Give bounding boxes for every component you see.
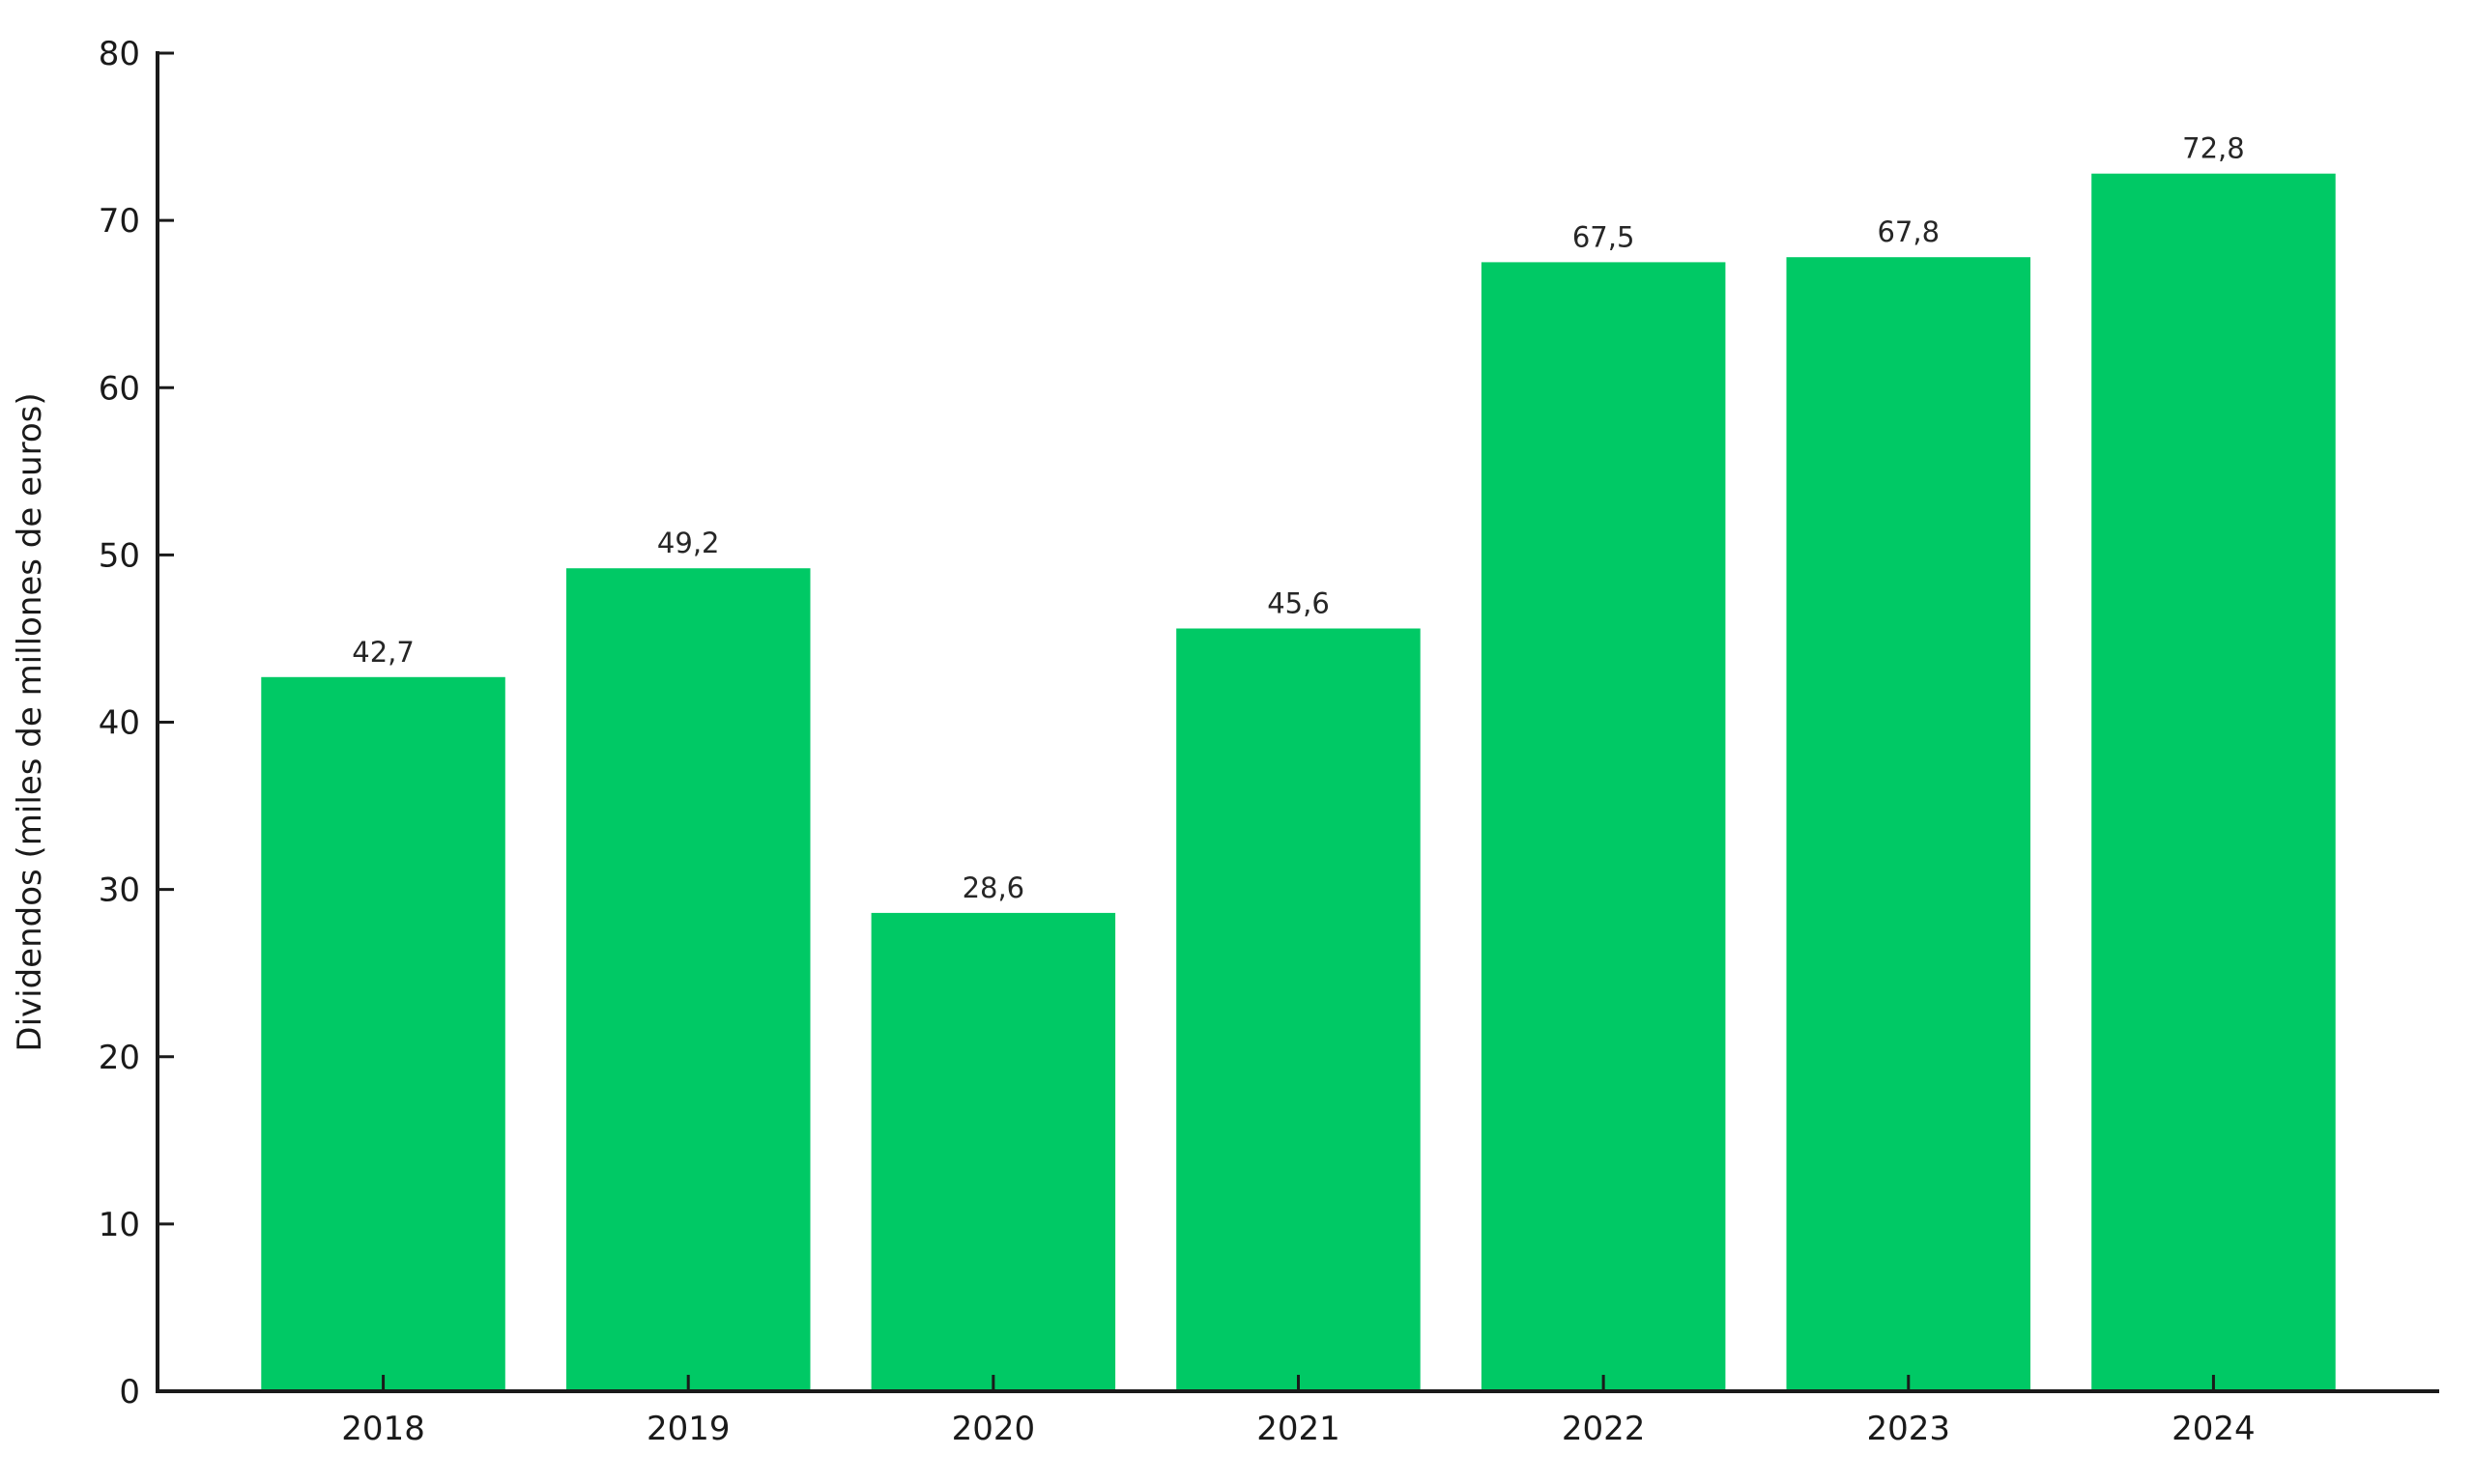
bar-value-label-2018: 42,7 [352, 636, 415, 669]
y-tick-label-80: 80 [99, 35, 140, 73]
x-tick-label-2023: 2023 [1867, 1410, 1951, 1448]
bar-2021 [1176, 628, 1421, 1391]
bar-2018 [261, 676, 505, 1391]
y-tick-label-30: 30 [99, 871, 140, 910]
bar-2024 [2091, 173, 2336, 1392]
y-tick-label-50: 50 [99, 536, 140, 575]
x-tick-label-2020: 2020 [952, 1410, 1036, 1448]
x-tick-label-2019: 2019 [647, 1410, 731, 1448]
x-tick-label-2018: 2018 [341, 1410, 425, 1448]
bar-value-label-2020: 28,6 [963, 871, 1025, 904]
bar-value-label-2024: 72,8 [2182, 132, 2245, 165]
bar-2019 [566, 568, 811, 1391]
bar-2023 [1786, 257, 2030, 1392]
x-tick-label-2024: 2024 [2172, 1410, 2256, 1448]
bar-value-label-2021: 45,6 [1267, 587, 1330, 620]
y-tick-label-40: 40 [99, 704, 140, 743]
y-tick-label-10: 10 [99, 1206, 140, 1244]
y-axis-title: Dividendos (miles de millones de euros) [11, 392, 49, 1051]
y-tick-label-60: 60 [99, 369, 140, 408]
y-tick-label-0: 0 [119, 1373, 140, 1412]
bar-2022 [1481, 262, 1726, 1391]
bar-value-label-2019: 49,2 [657, 527, 720, 559]
bar-value-label-2022: 67,5 [1572, 220, 1635, 253]
x-tick-label-2021: 2021 [1256, 1410, 1340, 1448]
bar-2020 [871, 912, 1116, 1391]
y-tick-label-70: 70 [99, 202, 140, 241]
bar-value-label-2023: 67,8 [1877, 215, 1940, 248]
y-tick-label-20: 20 [99, 1039, 140, 1077]
x-tick-label-2022: 2022 [1562, 1410, 1646, 1448]
